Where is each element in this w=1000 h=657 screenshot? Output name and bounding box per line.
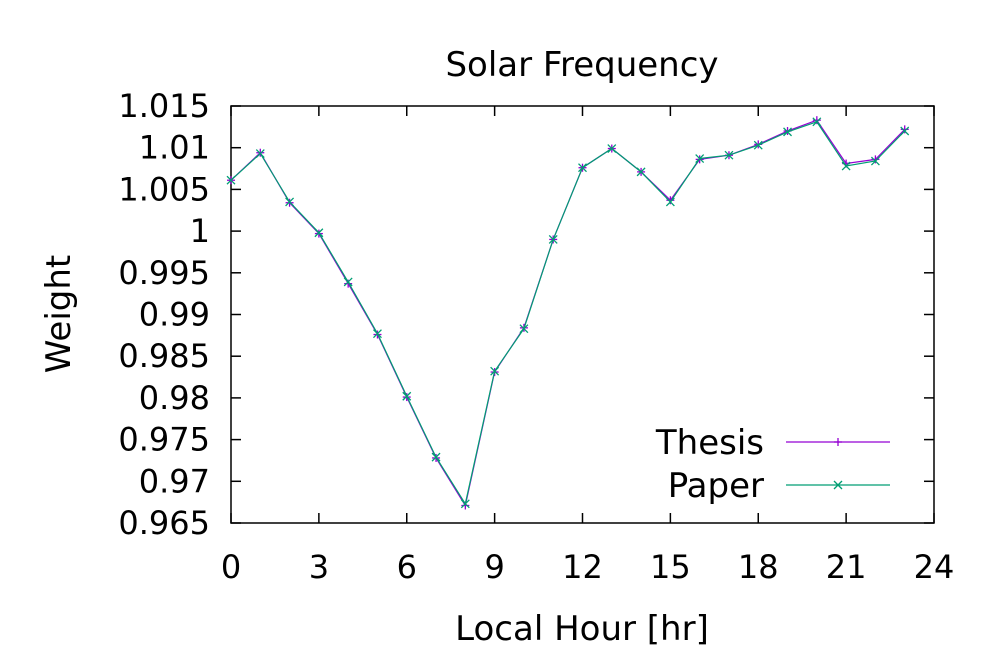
data-point-paper [607, 144, 617, 153]
data-point-paper [431, 452, 441, 462]
y-tick-label: 0.97 [139, 462, 210, 500]
y-axis-label: Weight [39, 255, 79, 373]
y-tick-label: 1.01 [139, 129, 210, 167]
x-tick-label: 12 [562, 548, 603, 586]
data-point-paper [812, 117, 822, 127]
x-axis-label: Local Hour [hr] [455, 609, 709, 649]
x-tick-label: 24 [914, 548, 955, 586]
data-point-paper [870, 156, 880, 166]
y-tick-label: 0.975 [118, 421, 210, 459]
data-point-paper [753, 140, 763, 150]
y-axis: 0.9650.970.9750.980.9850.990.99511.0051.… [118, 87, 934, 542]
data-point-paper [285, 197, 295, 207]
data-point-paper [783, 127, 793, 137]
data-point-thesis [900, 125, 909, 134]
y-tick-label: 1.005 [118, 170, 210, 208]
data-point-paper [519, 324, 529, 334]
y-tick-label: 0.985 [118, 337, 210, 375]
data-point-paper [636, 167, 646, 177]
data-point-paper [900, 126, 910, 136]
data-point-paper [226, 175, 236, 185]
chart-title: Solar Frequency [445, 45, 718, 85]
x-tick-label: 0 [221, 548, 241, 586]
data-point-paper [665, 197, 675, 207]
y-tick-label: 0.995 [118, 254, 210, 292]
data-point-thesis [666, 196, 675, 205]
data-point-paper [841, 161, 851, 171]
x-axis: 0 3 6 9 12 15 18 21 24 [221, 106, 955, 586]
y-tick-label: 0.99 [139, 296, 210, 334]
x-tick-label: 6 [397, 548, 417, 586]
data-point-paper [578, 163, 587, 173]
y-tick-label: 0.965 [118, 504, 210, 542]
data-point-paper [548, 234, 558, 244]
x-tick-label: 9 [484, 548, 504, 586]
legend-marker-thesis [834, 438, 842, 446]
x-tick-label: 3 [309, 548, 329, 586]
legend-label-thesis: Thesis [655, 423, 764, 463]
legend-label-paper: Paper [668, 466, 764, 506]
data-point-paper [460, 499, 470, 509]
y-tick-label: 1.015 [118, 87, 210, 125]
data-point-paper [255, 149, 265, 158]
data-point-paper [402, 391, 412, 401]
data-point-paper [314, 228, 324, 238]
x-tick-label: 15 [650, 548, 691, 586]
series-line-paper [230, 121, 906, 506]
data-point-paper [343, 277, 353, 287]
data-point-paper [490, 366, 500, 376]
data-point-paper [724, 150, 734, 160]
legend-marker-paper [833, 480, 843, 490]
series-layer [226, 116, 910, 510]
data-point-paper [372, 329, 382, 339]
x-tick-label: 18 [738, 548, 779, 586]
y-tick-label: 1 [190, 212, 210, 250]
series-line-thesis [230, 119, 906, 508]
x-tick-label: 21 [826, 548, 867, 586]
data-point-paper [695, 154, 705, 164]
y-tick-label: 0.98 [139, 379, 210, 417]
data-point-thesis [871, 155, 880, 164]
